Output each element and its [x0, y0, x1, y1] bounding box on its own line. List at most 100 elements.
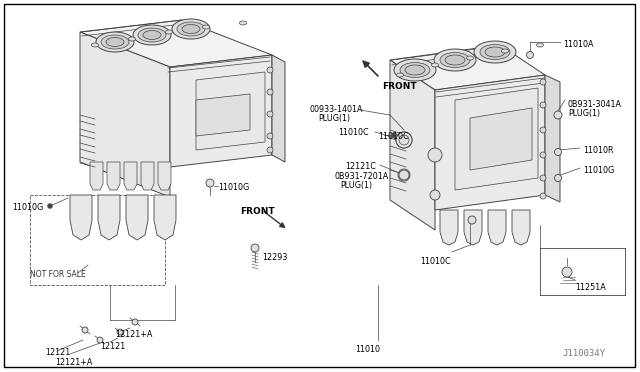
- Polygon shape: [545, 75, 560, 202]
- Ellipse shape: [474, 41, 516, 63]
- Text: 11010A: 11010A: [563, 40, 593, 49]
- Ellipse shape: [397, 73, 403, 77]
- Polygon shape: [435, 75, 545, 210]
- Text: 11010R: 11010R: [583, 146, 614, 155]
- Polygon shape: [80, 20, 272, 67]
- Circle shape: [398, 169, 410, 181]
- Text: PLUG(1): PLUG(1): [340, 181, 372, 190]
- Polygon shape: [196, 72, 265, 150]
- Circle shape: [47, 203, 52, 208]
- Polygon shape: [512, 210, 530, 245]
- Text: 11010G: 11010G: [218, 183, 249, 192]
- Ellipse shape: [133, 25, 171, 45]
- Polygon shape: [455, 88, 538, 190]
- Ellipse shape: [101, 35, 129, 49]
- Polygon shape: [124, 162, 137, 190]
- Ellipse shape: [239, 21, 246, 25]
- Ellipse shape: [434, 49, 476, 71]
- Text: 12121: 12121: [100, 342, 125, 351]
- Text: NOT FOR SALE: NOT FOR SALE: [30, 270, 86, 279]
- Polygon shape: [98, 195, 120, 240]
- Polygon shape: [90, 162, 103, 190]
- Circle shape: [468, 216, 476, 224]
- Circle shape: [132, 319, 138, 325]
- Polygon shape: [390, 60, 435, 230]
- Text: 00933-1401A: 00933-1401A: [310, 105, 364, 114]
- Circle shape: [540, 102, 546, 108]
- Circle shape: [396, 132, 412, 148]
- Text: J110034Y: J110034Y: [562, 349, 605, 358]
- Circle shape: [392, 132, 397, 138]
- Ellipse shape: [405, 65, 425, 75]
- Circle shape: [540, 79, 546, 85]
- Polygon shape: [170, 55, 272, 167]
- Ellipse shape: [177, 22, 205, 36]
- Circle shape: [251, 244, 259, 252]
- Circle shape: [540, 175, 546, 181]
- Circle shape: [540, 152, 546, 158]
- Circle shape: [554, 148, 561, 155]
- Polygon shape: [272, 55, 285, 162]
- Ellipse shape: [394, 59, 436, 81]
- Polygon shape: [158, 162, 171, 190]
- Text: PLUG(1): PLUG(1): [318, 114, 350, 123]
- Circle shape: [554, 111, 562, 119]
- Polygon shape: [196, 94, 250, 136]
- Ellipse shape: [445, 55, 465, 65]
- Polygon shape: [390, 45, 545, 90]
- Text: 11010G: 11010G: [583, 166, 614, 175]
- Ellipse shape: [92, 43, 99, 47]
- Ellipse shape: [106, 38, 124, 46]
- Circle shape: [399, 170, 409, 180]
- Ellipse shape: [202, 25, 209, 29]
- Text: PLUG(1): PLUG(1): [568, 109, 600, 118]
- Ellipse shape: [400, 62, 430, 77]
- Circle shape: [206, 179, 214, 187]
- Circle shape: [267, 89, 273, 95]
- Polygon shape: [80, 32, 170, 197]
- Polygon shape: [470, 108, 532, 170]
- Circle shape: [540, 193, 546, 199]
- Ellipse shape: [182, 25, 200, 33]
- Text: 0B931-3041A: 0B931-3041A: [568, 100, 622, 109]
- Circle shape: [562, 267, 572, 277]
- Circle shape: [267, 111, 273, 117]
- Text: 11010C: 11010C: [338, 128, 369, 137]
- Ellipse shape: [467, 56, 474, 60]
- Text: 11010: 11010: [355, 345, 380, 354]
- Ellipse shape: [396, 132, 412, 148]
- Ellipse shape: [129, 37, 136, 41]
- Polygon shape: [154, 195, 176, 240]
- Ellipse shape: [536, 43, 543, 47]
- Circle shape: [267, 67, 273, 73]
- Ellipse shape: [399, 135, 409, 145]
- Text: 11010C: 11010C: [378, 132, 408, 141]
- Circle shape: [117, 329, 123, 335]
- Ellipse shape: [485, 47, 505, 57]
- Circle shape: [527, 51, 534, 58]
- Polygon shape: [464, 210, 482, 245]
- Text: 11010G: 11010G: [12, 203, 44, 212]
- Text: 12293: 12293: [262, 253, 287, 262]
- Ellipse shape: [172, 19, 210, 39]
- Polygon shape: [70, 195, 92, 240]
- Text: 11251A: 11251A: [575, 283, 605, 292]
- Ellipse shape: [96, 32, 134, 52]
- Polygon shape: [126, 195, 148, 240]
- Ellipse shape: [480, 45, 510, 60]
- Circle shape: [554, 174, 561, 182]
- Text: 12121+A: 12121+A: [55, 358, 92, 367]
- Ellipse shape: [138, 28, 166, 42]
- Ellipse shape: [143, 31, 161, 39]
- Text: 11010C: 11010C: [420, 257, 451, 266]
- Circle shape: [428, 148, 442, 162]
- Polygon shape: [141, 162, 154, 190]
- Polygon shape: [488, 210, 506, 245]
- Text: 12121+A: 12121+A: [115, 330, 152, 339]
- Circle shape: [97, 337, 103, 343]
- Text: 0B931-7201A: 0B931-7201A: [335, 172, 389, 181]
- Polygon shape: [440, 210, 458, 245]
- Text: 12121C: 12121C: [345, 162, 376, 171]
- Polygon shape: [107, 162, 120, 190]
- Circle shape: [82, 327, 88, 333]
